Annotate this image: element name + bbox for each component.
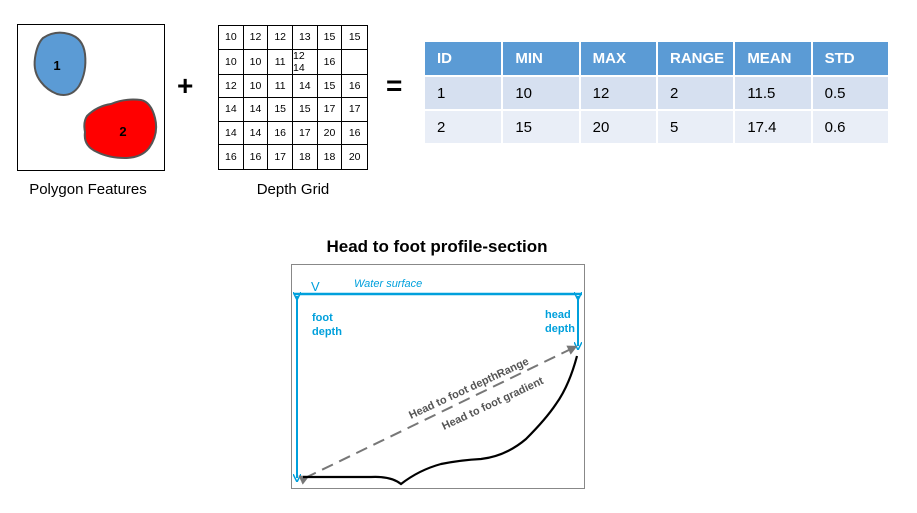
grid-cell: 10 (219, 49, 244, 75)
table-cell: 2 (425, 109, 504, 143)
grid-cell: 11 (268, 74, 293, 99)
grid-cell: 16 (317, 49, 343, 75)
grid-cell: 16 (244, 145, 269, 169)
grid-cell: 14 (219, 121, 244, 146)
grid-cell: 10 (243, 49, 269, 75)
grid-cell: 14 (219, 98, 244, 122)
grid-cell: 17 (268, 145, 293, 169)
table-header-row: ID MIN MAX RANGE MEAN STD (425, 42, 891, 76)
polygon-2 (82, 98, 157, 159)
table-header-cell: RANGE (656, 42, 736, 76)
polygon-2-label: 2 (119, 124, 126, 139)
grid-cell: 14 (243, 121, 269, 146)
profile-title: Head to foot profile-section (326, 237, 548, 256)
table-cell: 20 (579, 109, 658, 143)
grid-cell: 15 (317, 26, 343, 50)
zonal-stats-table: ID MIN MAX RANGE MEAN STD 1 10 12 2 11.5 0.5 2 15 20 5… (425, 42, 891, 143)
depth-grid: 10 12 12 13 15 15 10 10 11 12 14 16 12 10 11 14 15 16 14 1… (218, 25, 368, 170)
grid-cell: 17 (342, 98, 367, 122)
table-cell: 17.4 (734, 109, 813, 143)
table-header-cell: MEAN (734, 42, 813, 76)
equals-operator: = (386, 70, 403, 101)
grid-cell: 17 (317, 98, 343, 122)
grid-cell: 12 (219, 74, 244, 99)
water-surface-label: Water surface (354, 278, 422, 290)
foot-depth-label-1: foot (312, 312, 333, 324)
grid-cell: 16 (342, 122, 367, 146)
table-cell: 1 (425, 75, 504, 110)
plus-operator: + (177, 70, 194, 101)
grid-cell: 18 (318, 145, 343, 169)
foot-depth-label-2: depth (312, 326, 342, 338)
head-depth-label-2: depth (545, 323, 575, 335)
grid-cell: 14 (292, 74, 318, 99)
grid-cell: 16 (219, 145, 244, 169)
depth-range-arrow (297, 345, 577, 485)
table-cell: 5 (656, 109, 736, 143)
grid-cell: 20 (348, 151, 361, 164)
grid-cell: 15 (268, 98, 293, 122)
grid-cell: 10 (219, 26, 244, 50)
polygon-features-panel: 1 2 (17, 24, 165, 171)
profile-section-panel: V Water surface foot depth head depth He… (291, 264, 585, 489)
table-cell: 11.5 (734, 75, 813, 110)
grid-cell: 15 (292, 98, 318, 122)
grid-cell: 13 (292, 26, 318, 50)
table-header-cell: MIN (502, 42, 581, 76)
table-row: 2 15 20 5 17.4 0.6 (425, 109, 891, 143)
grid-cell: 20 (317, 121, 343, 146)
grid-cell: 12 (243, 26, 269, 50)
grid-cell: 11 (268, 49, 293, 75)
polygon-1 (33, 31, 86, 96)
table-row: 1 10 12 2 11.5 0.5 (425, 75, 891, 110)
grid-cell: 17 (292, 121, 318, 146)
polygon-shapes: 1 2 (33, 31, 157, 159)
table-cell: 12 (579, 75, 658, 110)
grid-cell: 14 (243, 98, 269, 122)
bed-profile-curve (302, 355, 578, 485)
polygon-1-label: 1 (53, 58, 60, 73)
grid-cell: 16 (268, 121, 293, 146)
table-header-cell: STD (811, 42, 891, 76)
grid-cell: 12 14 (292, 49, 318, 75)
table-cell: 15 (502, 109, 581, 143)
table-cell: 2 (656, 75, 736, 110)
polygon-features-caption: Polygon Features (29, 181, 147, 198)
grid-cell (342, 50, 367, 75)
grid-cell: 12 (268, 26, 293, 50)
grid-cell: 10 (243, 74, 269, 99)
table-cell: 0.6 (811, 109, 891, 143)
grid-cell: 15 (342, 26, 367, 50)
table-cell: 0.5 (811, 75, 891, 110)
profile-diagram: V Water surface foot depth head depth He… (291, 278, 582, 485)
table-header-cell: MAX (579, 42, 658, 76)
grid-cell: 18 (293, 145, 318, 169)
water-marker: V (311, 279, 320, 294)
table-cell: 10 (502, 75, 581, 110)
grid-cell: 16 (342, 75, 367, 99)
depth-grid-caption: Depth Grid (256, 181, 330, 198)
grid-cell: 15 (317, 74, 343, 99)
table-header-cell: ID (425, 42, 504, 76)
head-depth-label-1: head (545, 309, 571, 321)
